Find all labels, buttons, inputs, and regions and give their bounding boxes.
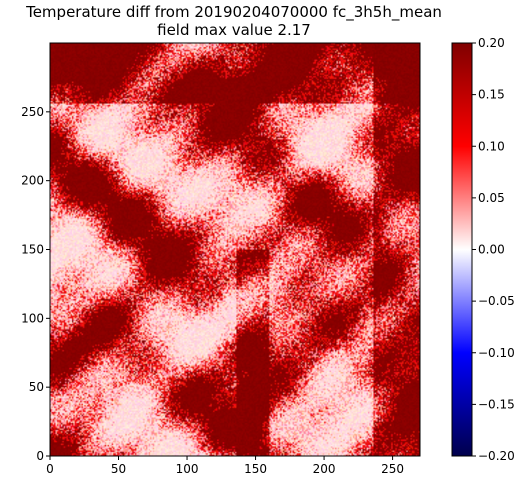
chart-title-line-2: field max value 2.17 [157,21,311,39]
y-tick-label: 100 [21,311,44,325]
heatmap-image [50,43,420,456]
y-tick-label: 0 [36,449,44,463]
colorbar-gradient [451,42,473,457]
x-tick-label: 150 [244,462,267,476]
x-axis: 0 50 100 150 200 250 [46,456,404,476]
y-tick-label: 250 [21,105,44,119]
x-tick-label: 0 [46,462,54,476]
colorbar-tick-label: −0.20 [478,449,515,463]
x-tick-label: 50 [111,462,126,476]
colorbar-tick-label: 0.05 [478,191,505,205]
colorbar-tick-label: −0.10 [478,346,515,360]
colorbar-ticks: 0.20 0.15 0.10 0.05 0.00 −0.05 −0.10 −0.15 −0.20 [472,36,515,463]
colorbar-tick-label: 0.15 [478,88,505,102]
x-tick-label: 200 [313,462,336,476]
colorbar-tick-label: 0.10 [478,139,505,153]
y-tick-label: 150 [21,243,44,257]
y-axis: 0 50 100 150 200 250 [21,105,50,463]
colorbar-tick-label: −0.15 [478,397,515,411]
colorbar-tick-label: −0.05 [478,294,515,308]
colorbar: 0.20 0.15 0.10 0.05 0.00 −0.05 −0.10 −0.15 −0.20 [451,36,515,463]
y-tick-label: 50 [29,380,44,394]
colorbar-tick-label: 0.00 [478,243,505,257]
heatmap-plot-area [49,42,421,457]
y-tick-label: 200 [21,174,44,188]
chart-title-line-1: Temperature diff from 20190204070000 fc_… [25,3,442,22]
x-tick-label: 100 [176,462,199,476]
colorbar-tick-label: 0.20 [478,36,505,50]
x-tick-label: 250 [381,462,404,476]
